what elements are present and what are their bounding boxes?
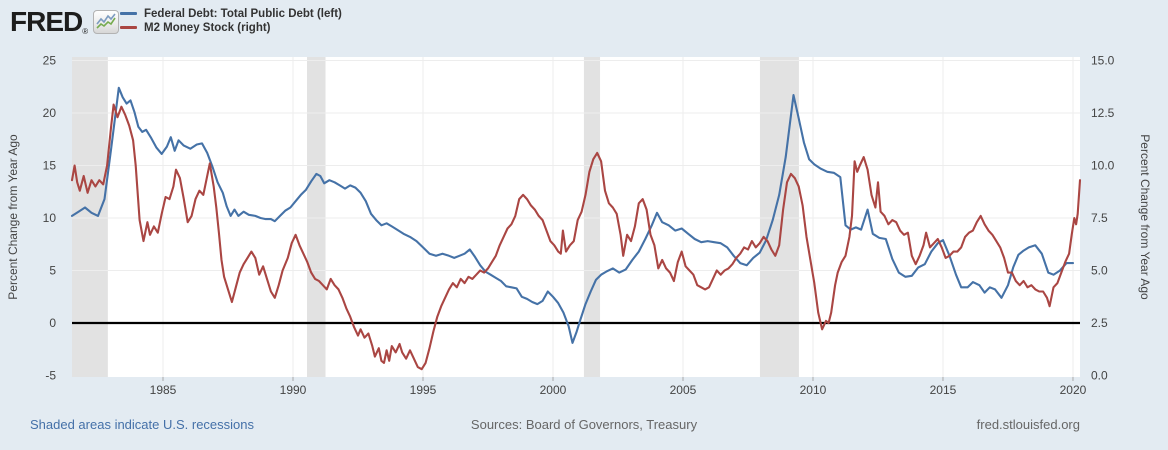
left-axis-title: Percent Change from Year Ago <box>6 134 20 300</box>
right-axis-tick-label: 0.0 <box>1091 369 1108 383</box>
right-axis-tick-label: 2.5 <box>1091 316 1108 330</box>
recession-band <box>307 57 326 377</box>
legend-item-m2: M2 Money Stock (right) <box>120 21 342 34</box>
chart-legend: Federal Debt: Total Public Debt (left) M… <box>120 7 342 35</box>
footer: Shaded areas indicate U.S. recessions So… <box>0 414 1168 444</box>
sources-text: Sources: Board of Governors, Treasury <box>470 417 698 432</box>
legend-swatch-m2 <box>120 26 137 29</box>
fred-logo-chart-icon <box>93 10 120 34</box>
right-axis-title: Percent Change from Year Ago <box>1138 134 1152 300</box>
data-line-m2-money-stock[interactable] <box>70 103 1082 371</box>
right-axis-tick-label: 12.5 <box>1091 106 1115 120</box>
legend-label-federal-debt: Federal Debt: Total Public Debt (left) <box>144 7 342 20</box>
legend-item-federal-debt: Federal Debt: Total Public Debt (left) <box>120 7 342 20</box>
x-axis-tick-label: 1995 <box>410 383 437 397</box>
left-axis-tick-label: 15 <box>43 159 57 173</box>
recessions-note-link[interactable]: Shaded areas indicate U.S. recessions <box>30 417 255 432</box>
right-axis-tick-label: 10.0 <box>1091 159 1115 173</box>
registered-mark: ® <box>82 26 89 36</box>
recession-band <box>583 57 601 377</box>
fred-logo[interactable]: FRED ® <box>10 6 120 38</box>
plot-area[interactable] <box>72 57 1080 377</box>
x-axis-tick-label: 2015 <box>930 383 957 397</box>
right-axis-tick-label: 7.5 <box>1091 211 1108 225</box>
legend-swatch-federal-debt <box>120 12 137 15</box>
x-axis-tick-label: 2010 <box>800 383 827 397</box>
data-line-federal-debt[interactable] <box>70 86 1075 344</box>
x-axis-tick-label: 1990 <box>280 383 307 397</box>
x-axis-tick-label: 1985 <box>150 383 177 397</box>
right-axis-tick-label: 5.0 <box>1091 264 1108 278</box>
left-axis-tick-label: 25 <box>43 54 57 68</box>
recession-band <box>72 57 108 377</box>
legend-label-m2: M2 Money Stock (right) <box>144 21 271 34</box>
right-axis-tick-label: 15.0 <box>1091 54 1115 68</box>
fred-site-link[interactable]: fred.stlouisfed.org <box>976 417 1080 432</box>
x-axis-tick-label: 2005 <box>670 383 697 397</box>
x-axis-tick-label: 2020 <box>1060 383 1087 397</box>
header: FRED ® Federal Debt: Total Public Debt (l… <box>0 0 1168 48</box>
left-axis-tick-label: 5 <box>49 264 56 278</box>
left-axis-tick-label: 20 <box>43 106 57 120</box>
fred-logo-text: FRED <box>10 6 83 37</box>
left-axis-tick-label: 0 <box>49 316 56 330</box>
left-axis-tick-label: -5 <box>45 369 56 383</box>
x-axis-tick-label: 2000 <box>540 383 567 397</box>
left-axis-tick-label: 10 <box>43 211 57 225</box>
